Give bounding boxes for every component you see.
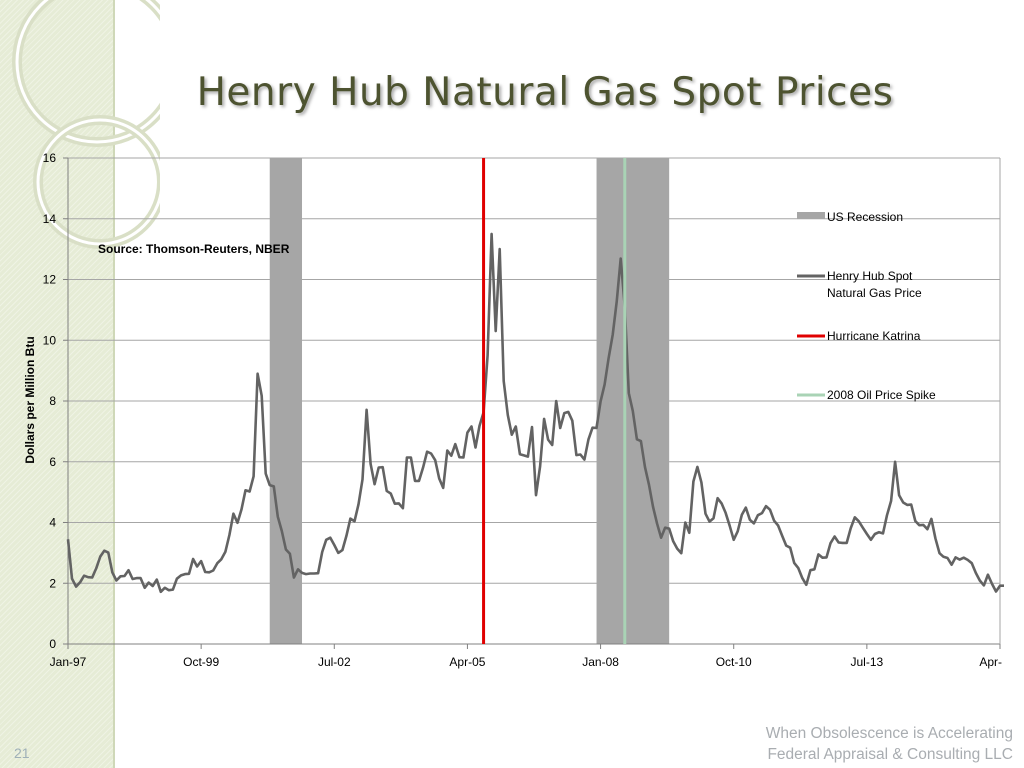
source-annotation: Source: Thomson-Reuters, NBER	[98, 242, 290, 256]
legend-label-henry-hub-line2: Natural Gas Price	[827, 286, 922, 300]
series-line-henry-hub-price	[66, 232, 1004, 594]
series-layer	[66, 232, 1004, 594]
decorative-ring-small-highlight	[36, 118, 160, 246]
slide-title: Henry Hub Natural Gas Spot Prices	[196, 70, 894, 115]
x-tick-label: Apr-	[979, 655, 1002, 669]
x-tick-label: Oct-10	[716, 655, 752, 669]
decorative-ring-large-highlight	[15, 0, 160, 144]
footer: When Obsolescence is Accelerating Federa…	[766, 723, 1013, 765]
x-tick-label: Jan-08	[582, 655, 619, 669]
x-tick-label: Jul-13	[851, 655, 884, 669]
legend-label-hurricane-katrina: Hurricane Katrina	[827, 329, 921, 343]
y-tick-label: 10	[43, 333, 57, 347]
footer-line-2: Federal Appraisal & Consulting LLC	[767, 746, 1013, 763]
legend-label-oil-price-spike: 2008 Oil Price Spike	[827, 388, 936, 402]
x-tick-label: Oct-99	[183, 655, 219, 669]
y-tick-label: 0	[49, 637, 56, 651]
footer-line-1: When Obsolescence is Accelerating	[765, 725, 1013, 742]
event-lines	[482, 158, 627, 644]
legend-label-us-recession: US Recession	[827, 210, 903, 224]
x-tick-label: Apr-05	[449, 655, 485, 669]
legend: US Recession Henry Hub Spot Natural Gas Pr…	[797, 210, 936, 402]
y-tick-label: 6	[49, 455, 56, 469]
chart: 0 2 4 6 8 10 12 14 16 Jan-97 Oct-99 Jul-02 Apr-05 Jan…	[23, 151, 1004, 669]
y-tick-label: 12	[43, 273, 57, 287]
slide-number: 21	[14, 745, 30, 761]
x-tick-label: Jul-02	[318, 655, 351, 669]
tick-labels: 0 2 4 6 8 10 12 14 16 Jan-97 Oct-99 Jul-02 Apr-05 Jan…	[43, 151, 1002, 669]
legend-label-henry-hub-line1: Henry Hub Spot	[827, 269, 913, 283]
y-tick-label: 8	[49, 394, 56, 408]
y-tick-label: 16	[43, 151, 57, 165]
side-band-divider	[113, 0, 115, 768]
y-tick-label: 4	[49, 516, 56, 530]
decorative-rings	[12, 0, 160, 249]
legend-swatch-us-recession	[797, 212, 825, 219]
x-tick-label: Jan-97	[50, 655, 87, 669]
y-tick-label: 14	[43, 212, 57, 226]
gridlines	[68, 157, 1000, 584]
y-tick-label: 2	[49, 576, 56, 590]
y-axis-title: Dollars per Million Btu	[23, 336, 37, 463]
axes	[63, 157, 1001, 649]
